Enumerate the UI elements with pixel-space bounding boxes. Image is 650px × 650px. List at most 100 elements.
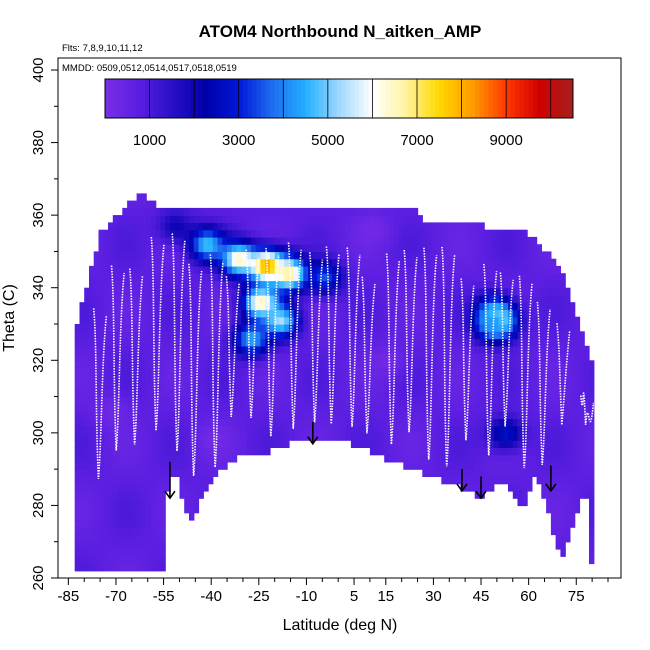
heat-cell xyxy=(550,512,557,521)
heat-cell xyxy=(84,527,90,536)
heat-cell xyxy=(79,512,85,521)
heat-cell xyxy=(512,324,519,332)
heat-cell xyxy=(289,324,295,332)
heat-cell xyxy=(141,200,147,209)
heat-cell xyxy=(212,338,219,347)
heat-cell xyxy=(365,244,371,253)
heat-cell xyxy=(174,316,181,325)
heat-cell xyxy=(408,454,414,463)
heat-cell xyxy=(260,316,266,325)
heat-cell xyxy=(360,418,366,427)
heat-cell xyxy=(265,374,271,383)
heat-cell xyxy=(284,273,290,282)
heat-cell xyxy=(189,316,195,325)
heat-cell xyxy=(89,541,95,550)
heat-cell xyxy=(303,425,309,434)
heat-cell xyxy=(589,549,595,557)
heat-cell xyxy=(460,461,466,470)
heat-cell xyxy=(350,382,357,390)
heat-cell xyxy=(484,374,490,383)
heat-cell xyxy=(236,244,242,253)
y-tick-label: 380 xyxy=(30,130,47,155)
heat-cell xyxy=(222,302,228,311)
heat-cell xyxy=(574,411,581,419)
heat-cell xyxy=(103,287,109,296)
heat-cell xyxy=(231,295,238,303)
heat-cell xyxy=(398,251,404,260)
heat-cell xyxy=(108,490,114,499)
heat-cell xyxy=(574,505,581,514)
heat-cell xyxy=(474,316,481,325)
heat-cell xyxy=(79,302,85,311)
heat-cell xyxy=(546,273,552,282)
heat-cell xyxy=(184,498,190,507)
heat-cell xyxy=(165,309,171,318)
heat-cell xyxy=(122,222,128,231)
heat-cell xyxy=(369,236,376,245)
heat-cell xyxy=(274,265,281,274)
heat-cell xyxy=(131,541,138,550)
heat-cell xyxy=(189,454,195,463)
heat-cell xyxy=(517,331,523,340)
heat-cell xyxy=(560,432,566,441)
heat-cell xyxy=(422,403,428,412)
heat-cell xyxy=(193,461,200,470)
heat-cell xyxy=(279,236,285,245)
heat-cell xyxy=(150,396,157,405)
heat-cell xyxy=(246,403,252,412)
heat-cell xyxy=(179,447,185,456)
heat-cell xyxy=(508,411,514,419)
heat-cell xyxy=(441,236,447,245)
heat-cell xyxy=(103,403,109,412)
heat-cell xyxy=(331,353,338,361)
heat-cell xyxy=(179,287,185,296)
heat-cell xyxy=(160,229,166,238)
heat-cell xyxy=(546,353,552,361)
heat-cell xyxy=(212,258,219,267)
heat-cell xyxy=(312,432,319,441)
heat-cell xyxy=(193,229,200,238)
heat-cell xyxy=(441,411,447,419)
heat-cell xyxy=(541,316,547,325)
heat-cell xyxy=(155,447,161,456)
heat-cell xyxy=(260,324,266,332)
heat-cell xyxy=(493,265,500,274)
heat-cell xyxy=(317,389,323,398)
heat-cell xyxy=(89,295,95,303)
heat-cell xyxy=(417,280,423,289)
heat-cell xyxy=(427,229,433,238)
colorbar-cell xyxy=(417,79,422,118)
heat-cell xyxy=(560,324,566,332)
heat-cell xyxy=(98,287,104,296)
heat-cell xyxy=(512,490,519,499)
heat-cell xyxy=(384,302,390,311)
heat-cell xyxy=(317,273,323,282)
heat-cell xyxy=(584,469,590,477)
heat-cell xyxy=(369,360,376,369)
heat-cell xyxy=(122,403,128,412)
heat-cell xyxy=(479,396,485,405)
heat-cell xyxy=(531,440,538,448)
heat-cell xyxy=(398,367,404,376)
heat-cell xyxy=(217,331,223,340)
heat-cell xyxy=(179,215,185,223)
heat-cell xyxy=(369,432,376,441)
heat-cell xyxy=(398,215,404,223)
heat-cell xyxy=(393,273,400,282)
heat-cell xyxy=(550,440,557,448)
heat-cell xyxy=(498,432,504,441)
heat-cell xyxy=(550,382,557,390)
heat-cell xyxy=(408,440,414,448)
heat-cell xyxy=(560,483,566,492)
heat-cell xyxy=(169,215,176,223)
heat-cell xyxy=(269,295,276,303)
heat-cell xyxy=(455,229,461,238)
heat-cell xyxy=(484,265,490,274)
heat-cell xyxy=(260,258,266,267)
heat-cell xyxy=(260,207,266,216)
heat-cell xyxy=(208,222,214,231)
heat-cell xyxy=(198,244,204,253)
heat-cell xyxy=(441,389,447,398)
heat-cell xyxy=(141,222,147,231)
heat-cell xyxy=(155,440,161,448)
